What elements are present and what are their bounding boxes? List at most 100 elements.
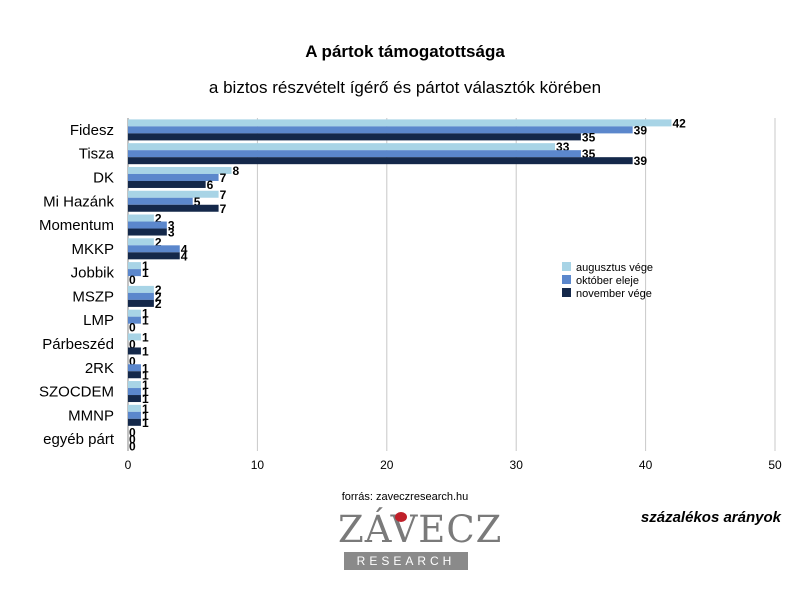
logo-dot-icon: [395, 512, 407, 522]
source-text: forrás: zaveczresearch.hu: [341, 491, 469, 503]
category-label: Jobbik: [71, 265, 115, 282]
data-label: 1: [142, 259, 149, 273]
bar: [128, 252, 180, 260]
legend-label: november vége: [576, 288, 652, 300]
bar: [128, 197, 193, 205]
data-label: 1: [142, 409, 149, 423]
bar: [128, 238, 154, 246]
bar: [128, 133, 581, 141]
category-label: Tisza: [79, 146, 115, 163]
x-tick-label: 10: [251, 458, 265, 472]
bar: [128, 204, 219, 212]
data-label: 0: [129, 433, 136, 447]
category-label: Momentum: [39, 217, 114, 234]
logo-subtitle: RESEARCH: [344, 552, 468, 570]
data-label: 0: [129, 354, 136, 368]
bar: [128, 269, 141, 277]
data-label: 39: [634, 123, 648, 137]
chart-subtitle: a biztos részvételt ígérő és pártot vála…: [208, 78, 602, 97]
bar: [128, 418, 141, 426]
chart-title: A pártok támogatottsága: [305, 42, 505, 61]
category-label: DK: [93, 169, 114, 186]
data-label: 1: [142, 392, 149, 406]
bar: [128, 395, 141, 403]
x-tick-label: 20: [380, 458, 394, 472]
legend-swatch: [562, 288, 571, 297]
data-label: 1: [142, 330, 149, 344]
data-label: 35: [582, 130, 596, 144]
x-tick-label: 40: [639, 458, 653, 472]
bar: [128, 228, 167, 236]
bar: [128, 371, 141, 379]
bar: [128, 119, 672, 127]
x-tick-label: 0: [125, 458, 132, 472]
bar: [128, 404, 141, 412]
bar: [128, 347, 141, 355]
bar: [128, 316, 141, 324]
bar: [128, 388, 141, 396]
legend-swatch: [562, 275, 571, 284]
data-label: 2: [155, 212, 162, 226]
bar: [128, 411, 141, 419]
data-label: 1: [142, 344, 149, 358]
units-label: százalékos arányok: [640, 509, 781, 526]
data-label: 1: [142, 385, 149, 399]
data-label: 6: [207, 178, 214, 192]
category-label: MSZP: [72, 288, 114, 305]
legend-label: augusztus vége: [576, 262, 653, 274]
bar: [128, 126, 633, 134]
data-label: 1: [142, 266, 149, 280]
category-label: Fidesz: [70, 122, 114, 139]
data-label: 7: [220, 202, 227, 216]
data-label: 2: [155, 283, 162, 297]
data-label: 5: [194, 195, 201, 209]
bar: [128, 309, 141, 317]
legend-label: október eleje: [576, 275, 639, 287]
data-label: 42: [672, 116, 686, 130]
bar: [128, 221, 167, 229]
bar: [128, 157, 633, 165]
bar: [128, 150, 581, 158]
data-label: 4: [181, 242, 188, 256]
data-label: 3: [168, 226, 175, 240]
logo-wordmark: ZÁVECZ: [338, 508, 503, 551]
category-label: MKKP: [71, 241, 114, 258]
category-label: SZOCDEM: [39, 384, 114, 401]
data-label: 1: [142, 314, 149, 328]
bar: [128, 173, 219, 181]
data-label: 7: [220, 188, 227, 202]
data-label: 1: [142, 402, 149, 416]
data-label: 2: [155, 297, 162, 311]
data-label: 39: [634, 154, 648, 168]
data-label: 7: [220, 171, 227, 185]
data-label: 0: [129, 321, 136, 335]
data-label: 4: [181, 249, 188, 263]
bar: [128, 245, 180, 253]
data-label: 3: [168, 219, 175, 233]
data-label: 0: [129, 440, 136, 454]
data-label: 1: [142, 361, 149, 375]
category-label: Mi Hazánk: [43, 193, 114, 210]
data-label: 0: [129, 426, 136, 440]
category-label: MMNP: [68, 407, 114, 424]
bar: [128, 262, 141, 270]
bar: [128, 143, 556, 151]
category-label: egyéb párt: [43, 431, 115, 448]
category-label: Párbeszéd: [42, 336, 114, 353]
category-label: LMP: [83, 312, 114, 329]
bar: [128, 292, 154, 300]
bar: [128, 214, 154, 222]
bar: [128, 381, 141, 389]
data-label: 1: [142, 378, 149, 392]
x-tick-label: 30: [510, 458, 524, 472]
x-tick-label: 50: [768, 458, 782, 472]
bar: [128, 190, 219, 198]
bar: [128, 364, 141, 372]
data-label: 2: [155, 290, 162, 304]
bar: [128, 180, 206, 188]
data-label: 1: [142, 368, 149, 382]
data-label: 1: [142, 307, 149, 321]
legend-swatch: [562, 262, 571, 271]
company-logo: ZÁVECZ RESEARCH: [338, 508, 503, 572]
